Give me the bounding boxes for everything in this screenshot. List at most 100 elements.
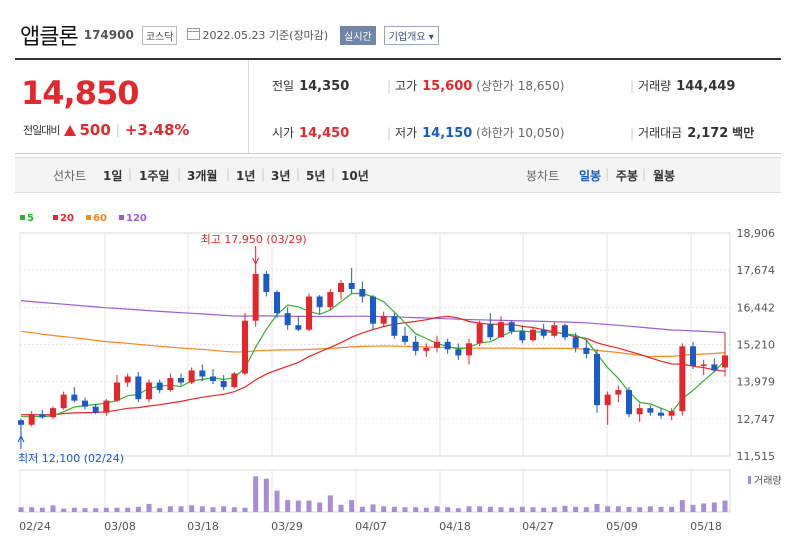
legend-label: 20 [60, 213, 74, 224]
volume-bar [61, 508, 67, 512]
volume-bar [381, 506, 387, 512]
tab-monthly[interactable]: 월봉 [653, 169, 676, 183]
candle-body [434, 341, 440, 348]
y-tick-label: 16,442 [737, 301, 776, 314]
stock-code: 174900 [83, 28, 134, 42]
y-tick-label: 17,674 [737, 264, 776, 277]
volume-bar [327, 495, 333, 512]
volume-bar [306, 500, 312, 512]
volume-bar [82, 508, 88, 512]
volume-bar [615, 506, 621, 512]
legend-swatch [86, 215, 91, 220]
tab-3y[interactable]: 3년 [271, 169, 291, 183]
realtime-button[interactable]: 실시간 [340, 25, 376, 45]
x-tick-label: 03/29 [271, 520, 303, 533]
volume-bar [39, 507, 45, 512]
candle-body [476, 323, 483, 344]
candle-body [338, 282, 344, 293]
candle-body [402, 335, 408, 342]
tab-1w[interactable]: 1주일 [139, 169, 170, 183]
company-info-button[interactable]: 기업개요 ▾ [383, 25, 439, 45]
candle-body [679, 346, 686, 412]
candle-body [316, 296, 323, 308]
candle-body [220, 381, 227, 388]
calendar-icon [187, 28, 201, 40]
candle-body [690, 346, 696, 366]
candle-body [82, 400, 88, 407]
tab-weekly[interactable]: 주봉 [616, 169, 639, 183]
tab-daily[interactable]: 일봉 [579, 169, 602, 183]
candle-body [594, 353, 600, 406]
tab-5y[interactable]: 5년 [306, 169, 326, 183]
candle-body [92, 406, 99, 413]
volume-bar [551, 507, 557, 512]
change-label: 전일대비 [23, 124, 60, 137]
volume-bar [231, 507, 237, 512]
volume-bar [135, 506, 141, 512]
x-tick-label: 02/24 [19, 520, 51, 533]
line-chart-title: 선차트 [53, 169, 87, 183]
low-arrowhead [17, 434, 25, 443]
tab-1d[interactable]: 1일 [103, 169, 123, 183]
volume-bar [210, 507, 216, 512]
volume-bar [29, 507, 35, 512]
candle-body [647, 408, 654, 413]
candle-body [711, 364, 718, 371]
candle-body [423, 347, 430, 351]
volume-bar [658, 506, 664, 512]
candle-body [370, 296, 376, 324]
tab-3m[interactable]: 3개월 [187, 169, 218, 183]
volume-bar [679, 500, 685, 512]
volume-bar [50, 505, 56, 512]
field-high: | 고가 15,600 (상한가 18,650) [387, 79, 565, 94]
field-low: | 저가 14,150 (하한가 10,050) [387, 126, 565, 141]
legend-label: 120 [126, 213, 147, 224]
volume-bar [167, 506, 173, 512]
candle-body [284, 313, 291, 326]
candle-body [327, 292, 334, 308]
tab-10y[interactable]: 10년 [341, 169, 369, 183]
volume-bar [605, 506, 611, 512]
volume-bar [295, 500, 301, 512]
current-price: 14,850 [21, 74, 139, 112]
volume-legend-label: 거래량 [754, 475, 782, 487]
candle-body [71, 394, 78, 401]
volume-bar [466, 506, 472, 512]
volume-bar [391, 506, 397, 512]
candle-body [626, 390, 632, 415]
candle-body [146, 382, 152, 400]
candle-body [18, 420, 24, 425]
volume-bar [445, 507, 451, 512]
legend-swatch [119, 215, 124, 220]
up-triangle-icon [64, 124, 77, 136]
field-prev: 전일 14,350 [272, 79, 350, 94]
candle-body [306, 296, 312, 330]
volume-bar [573, 506, 579, 512]
candle-body [274, 292, 280, 314]
candle-body [519, 331, 526, 341]
legend-swatch [20, 215, 25, 220]
price-change: 전일대비 500 | +3.48% [23, 121, 190, 139]
quote-date: 2022.05.23 기준(장마감) [187, 27, 328, 43]
candle-body [572, 337, 579, 348]
candle-body [252, 273, 259, 321]
candle-body [178, 378, 184, 383]
volume-bar [722, 500, 728, 512]
field-volume: | 거래량 144,449 [630, 79, 736, 94]
volume-bar [18, 507, 24, 512]
x-tick-label: 04/27 [522, 520, 554, 533]
legend-label: 60 [93, 213, 107, 224]
candle-body [700, 364, 707, 366]
volume-bar [434, 506, 440, 512]
volume-bar [221, 506, 227, 512]
tab-1y[interactable]: 1년 [236, 169, 256, 183]
volume-bar [647, 506, 653, 512]
change-percent: +3.48% [124, 121, 190, 139]
volume-bar [626, 506, 632, 512]
y-tick-label: 12,747 [737, 413, 776, 426]
stock-name: 앱클론 [20, 25, 79, 50]
candle-body [199, 370, 206, 377]
volume-bar [487, 506, 493, 512]
candle-body [167, 378, 174, 391]
